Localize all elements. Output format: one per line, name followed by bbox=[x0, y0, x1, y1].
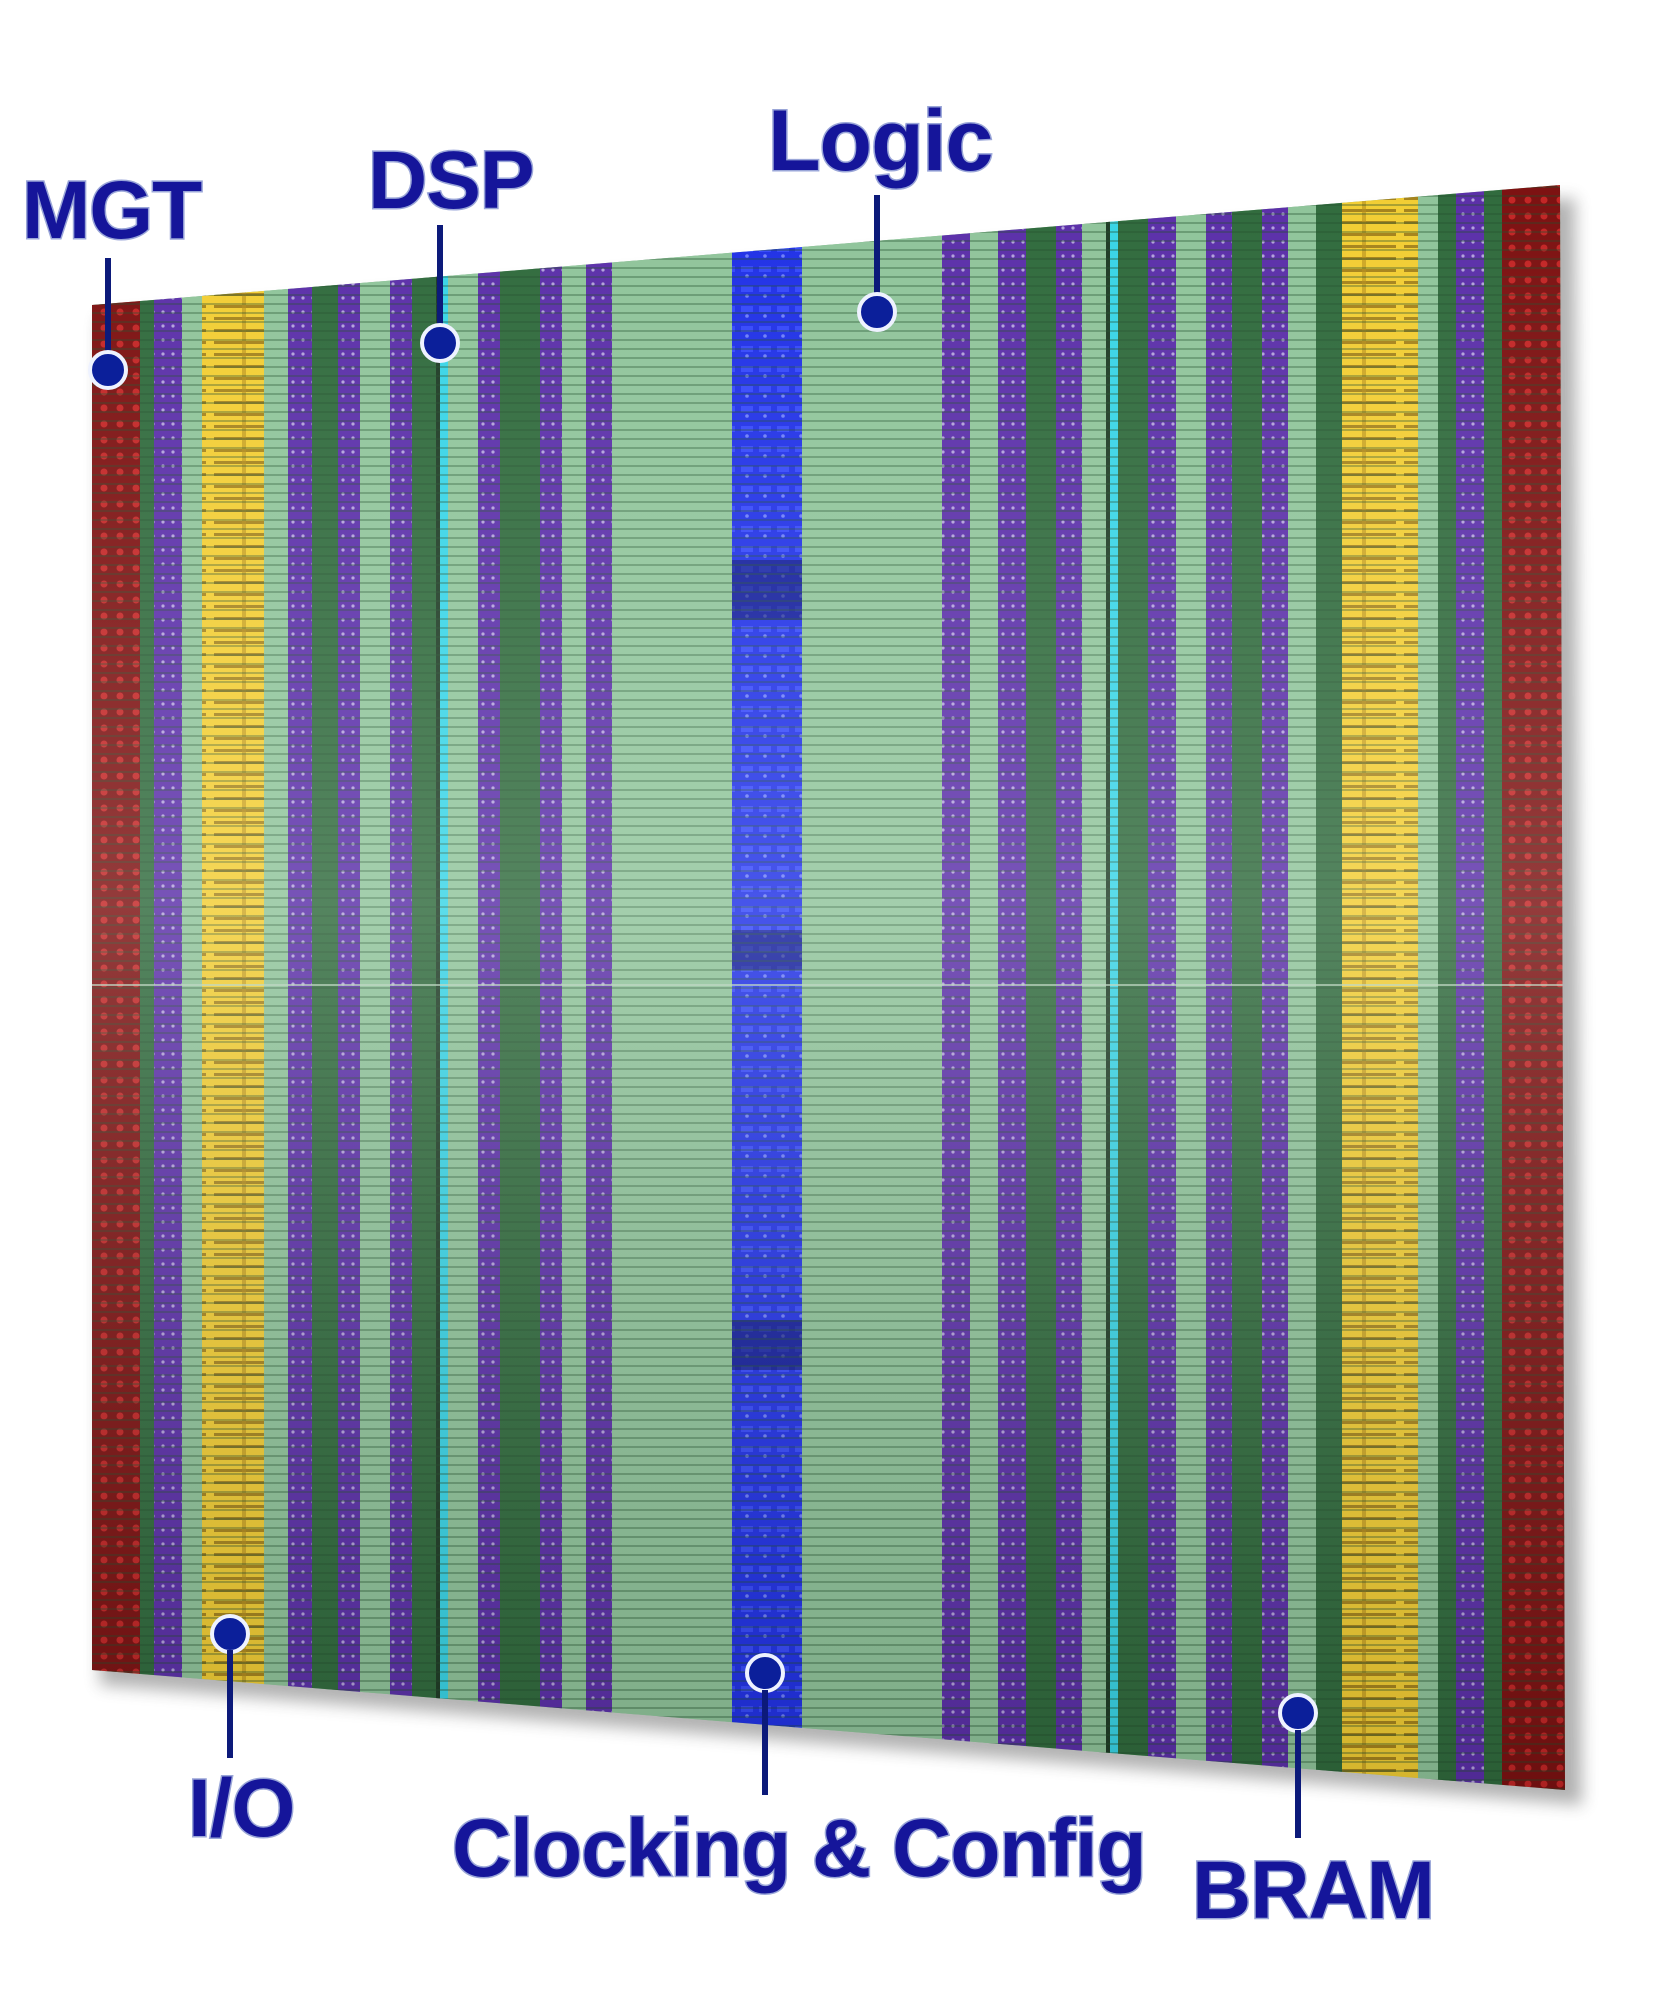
label-bram: BRAM bbox=[1192, 1845, 1434, 1936]
fpga-die bbox=[92, 185, 1565, 1790]
bram-marker-icon bbox=[1278, 1693, 1318, 1733]
callout-bram: BRAM bbox=[1191, 1693, 1436, 1938]
mgt-marker-icon bbox=[88, 350, 128, 390]
clocking-marker-icon bbox=[745, 1653, 785, 1693]
label-io: I/O bbox=[188, 1763, 294, 1854]
label-mgt: MGT bbox=[22, 165, 202, 256]
callout-mgt: MGT bbox=[21, 164, 205, 390]
dsp-marker-icon bbox=[420, 323, 460, 363]
label-logic: Logic bbox=[768, 93, 992, 189]
label-dsp: DSP bbox=[368, 135, 534, 226]
callout-clocking: Clocking & Config bbox=[451, 1653, 1148, 1896]
label-clocking-config: Clocking & Config bbox=[452, 1803, 1146, 1894]
callout-io: I/O bbox=[187, 1614, 297, 1856]
die-sheen bbox=[92, 185, 1565, 1790]
logic-marker-icon bbox=[857, 292, 897, 332]
callout-dsp: DSP bbox=[367, 134, 536, 363]
io-marker-icon bbox=[210, 1614, 250, 1654]
callout-logic: Logic bbox=[767, 92, 995, 332]
